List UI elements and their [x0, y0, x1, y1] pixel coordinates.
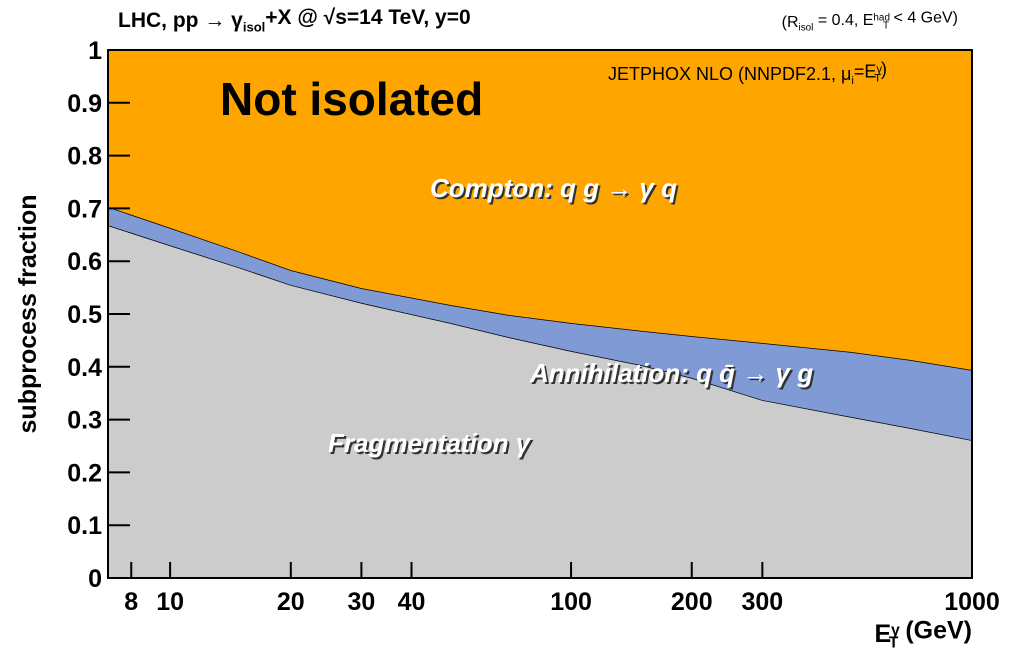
area: [108, 50, 972, 370]
annotation: Annihilation: q q̄ → γ g: [529, 358, 813, 388]
text-part: T: [889, 634, 899, 651]
text-part: +X @ √s=14 TeV, y=0: [265, 6, 470, 29]
y-tick-label: 0.7: [67, 195, 102, 223]
x-tick-label: 100: [550, 588, 592, 616]
y-tick-label: 0.2: [67, 459, 102, 487]
text-part: isol: [799, 22, 814, 33]
area: [108, 225, 972, 578]
text-part: Compton: q g → γ q: [430, 173, 677, 203]
chart-subtitle: (Risol = 0.4, Ehad T < 4 GeV): [782, 10, 958, 34]
text-part: had: [873, 12, 890, 23]
text-part: Fragmentation γ: [328, 428, 532, 458]
y-tick-label: 0.6: [67, 248, 102, 276]
x-tick-label: 20: [277, 588, 305, 616]
text-part: LHC, pp → γ: [118, 9, 243, 32]
text-part: Annihilation: q q̄ → γ g: [529, 358, 813, 388]
x-tick-label: 10: [156, 588, 184, 616]
text-part: isol: [243, 20, 265, 35]
text-part: < 4 GeV): [889, 10, 958, 27]
x-tick-label: 40: [398, 588, 426, 616]
text-part: γ: [891, 622, 900, 639]
y-tick-label: 0.8: [67, 143, 102, 171]
text-part: (R: [782, 14, 799, 31]
text-part: E: [874, 620, 891, 648]
y-tick-label: 0.5: [67, 301, 102, 329]
text-part: = 0.4, E: [813, 12, 873, 29]
chart-title: LHC, pp → γisol+X @ √s=14 TeV, y=0: [118, 6, 471, 34]
x-tick-label: 300: [741, 588, 783, 616]
x-tick-label: 200: [671, 588, 713, 616]
annotation: Not isolated: [220, 73, 483, 125]
annotation: Compton: q g → γ q: [430, 173, 677, 203]
text-part: T: [883, 20, 889, 31]
text-part: =E: [854, 62, 877, 82]
area: [108, 206, 972, 441]
x-tick-label: 1000: [944, 588, 1000, 616]
text-part: T: [874, 73, 881, 85]
x-axis-label: Eγ T (GeV): [874, 617, 972, 652]
y-tick-label: 1: [88, 37, 102, 65]
text-part: JETPHOX NLO (NNPDF2.1, μ: [608, 64, 851, 84]
y-axis-label: subprocess fraction: [14, 195, 42, 434]
annotation: Fragmentation γ: [328, 428, 532, 458]
text-part: ): [881, 59, 887, 79]
y-tick-label: 0.1: [67, 512, 102, 540]
y-tick-label: 0.3: [67, 407, 102, 435]
text-part: i: [851, 75, 853, 87]
y-tick-label: 0.9: [67, 90, 102, 118]
annotation: JETPHOX NLO (NNPDF2.1, μi=Eγ T): [608, 59, 887, 87]
x-tick-label: 30: [348, 588, 376, 616]
text-part: (GeV): [898, 617, 972, 645]
y-tick-label: 0.4: [67, 354, 102, 382]
x-tick-label: 8: [124, 588, 138, 616]
text-part: γ: [876, 64, 882, 76]
y-tick-label: 0: [88, 565, 102, 593]
text-part: Not isolated: [220, 73, 483, 125]
